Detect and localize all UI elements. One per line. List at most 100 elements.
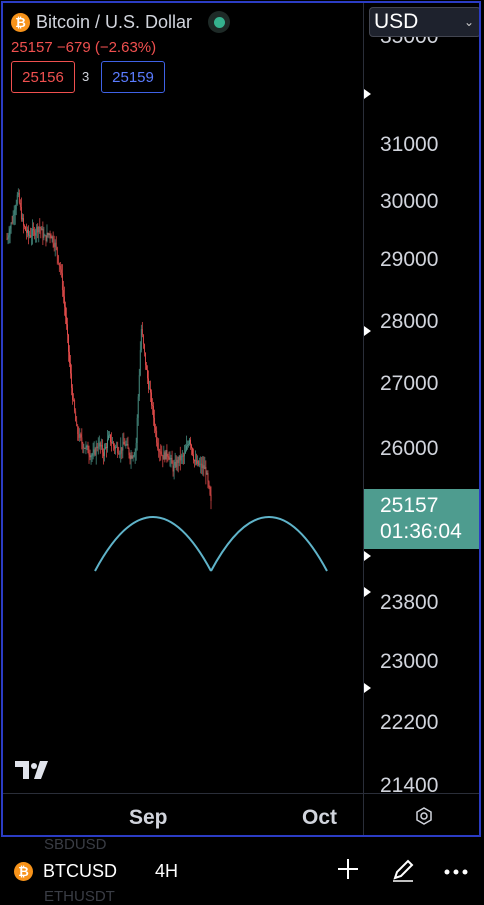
candle	[114, 445, 116, 449]
candle	[139, 350, 141, 376]
candle	[13, 215, 15, 216]
candle	[57, 255, 59, 263]
candle	[174, 461, 176, 466]
candle	[85, 445, 87, 449]
candle	[180, 455, 182, 461]
interval-button[interactable]: 4H	[155, 861, 179, 881]
candle	[124, 444, 126, 446]
candle	[195, 460, 197, 462]
candle	[125, 444, 127, 446]
scale-settings-button[interactable]	[363, 793, 479, 835]
candle	[58, 262, 60, 266]
candle	[60, 269, 62, 274]
currency-select[interactable]: USD ⌄	[369, 7, 479, 37]
buy-button[interactable]: 25159	[101, 61, 165, 93]
scale-marker	[364, 551, 371, 561]
arc-drawing-left[interactable]	[94, 516, 212, 572]
symbol-header[interactable]: ₿ Bitcoin / U.S. Dollar	[11, 9, 231, 35]
candle	[66, 316, 67, 325]
candle	[181, 455, 183, 457]
bitcoin-icon[interactable]: ₿	[14, 862, 33, 881]
candle	[88, 453, 90, 456]
candle	[101, 444, 103, 453]
candle	[52, 236, 54, 244]
candle	[44, 235, 46, 237]
pen-icon[interactable]	[391, 858, 415, 882]
candle	[208, 481, 210, 487]
candle	[205, 466, 207, 475]
candle	[87, 445, 89, 454]
candle	[29, 235, 30, 237]
symbol-button[interactable]: BTCUSD	[43, 861, 118, 881]
candle	[160, 451, 162, 455]
sell-button[interactable]: 25156	[11, 61, 75, 93]
candle	[147, 369, 148, 379]
price-tick: 28000	[380, 310, 439, 333]
arc-drawing-right[interactable]	[210, 516, 328, 572]
candle	[165, 450, 167, 460]
candle	[182, 455, 184, 457]
chart-pane[interactable]: ₿ Bitcoin / U.S. Dollar 25157 −679 (−2.6…	[3, 3, 363, 793]
candle	[131, 455, 133, 459]
candle	[188, 444, 189, 446]
candle	[7, 237, 9, 239]
candle	[130, 455, 132, 460]
candle	[97, 446, 99, 449]
candle	[152, 405, 153, 407]
candle	[73, 399, 75, 401]
candle	[206, 473, 208, 475]
candle	[98, 442, 100, 447]
candle	[149, 388, 150, 390]
candle	[71, 373, 72, 388]
gear-icon	[416, 807, 432, 825]
candle	[14, 209, 16, 216]
chevron-down-icon: ⌄	[463, 15, 474, 29]
candle	[140, 329, 142, 351]
candle	[12, 215, 14, 223]
candle	[25, 226, 26, 231]
spread-value: 3	[82, 69, 90, 84]
candle	[135, 443, 137, 452]
candle	[203, 465, 205, 470]
candle	[121, 447, 123, 451]
candle	[146, 365, 147, 370]
candle	[93, 449, 95, 453]
candle	[107, 439, 108, 449]
candle	[168, 456, 170, 460]
symbol-title: Bitcoin / U.S. Dollar	[36, 11, 193, 32]
candle	[141, 329, 143, 336]
price-tick: 26000	[380, 437, 439, 460]
price-scale[interactable]: 3500031000300002900028000270002600023800…	[363, 3, 479, 797]
candle	[109, 434, 110, 436]
candle	[210, 494, 212, 501]
candle	[62, 290, 64, 297]
candle	[119, 453, 121, 455]
candle	[148, 378, 149, 389]
market-status-icon[interactable]	[208, 11, 231, 33]
candle	[156, 430, 158, 443]
candle	[72, 387, 74, 400]
candle	[166, 450, 168, 457]
time-axis[interactable]: Sep Oct	[3, 793, 363, 835]
candle	[199, 464, 201, 466]
candle	[55, 242, 57, 248]
candle	[198, 460, 200, 466]
candle	[79, 434, 81, 438]
candle	[138, 375, 140, 397]
more-icon[interactable]	[444, 867, 468, 877]
candle	[127, 443, 129, 449]
candle	[9, 228, 11, 236]
candle	[86, 445, 88, 447]
candle	[83, 447, 85, 449]
candle	[120, 447, 122, 454]
candle	[129, 455, 131, 460]
candle	[192, 448, 193, 455]
candle	[155, 427, 157, 431]
tradingview-logo-icon	[15, 761, 48, 779]
plus-icon[interactable]	[337, 858, 359, 880]
last-price: 25157	[380, 494, 439, 517]
candle	[24, 225, 25, 227]
candle	[177, 459, 179, 463]
candle	[190, 439, 191, 445]
last-price-label: 25157 01:36:04	[364, 489, 479, 549]
